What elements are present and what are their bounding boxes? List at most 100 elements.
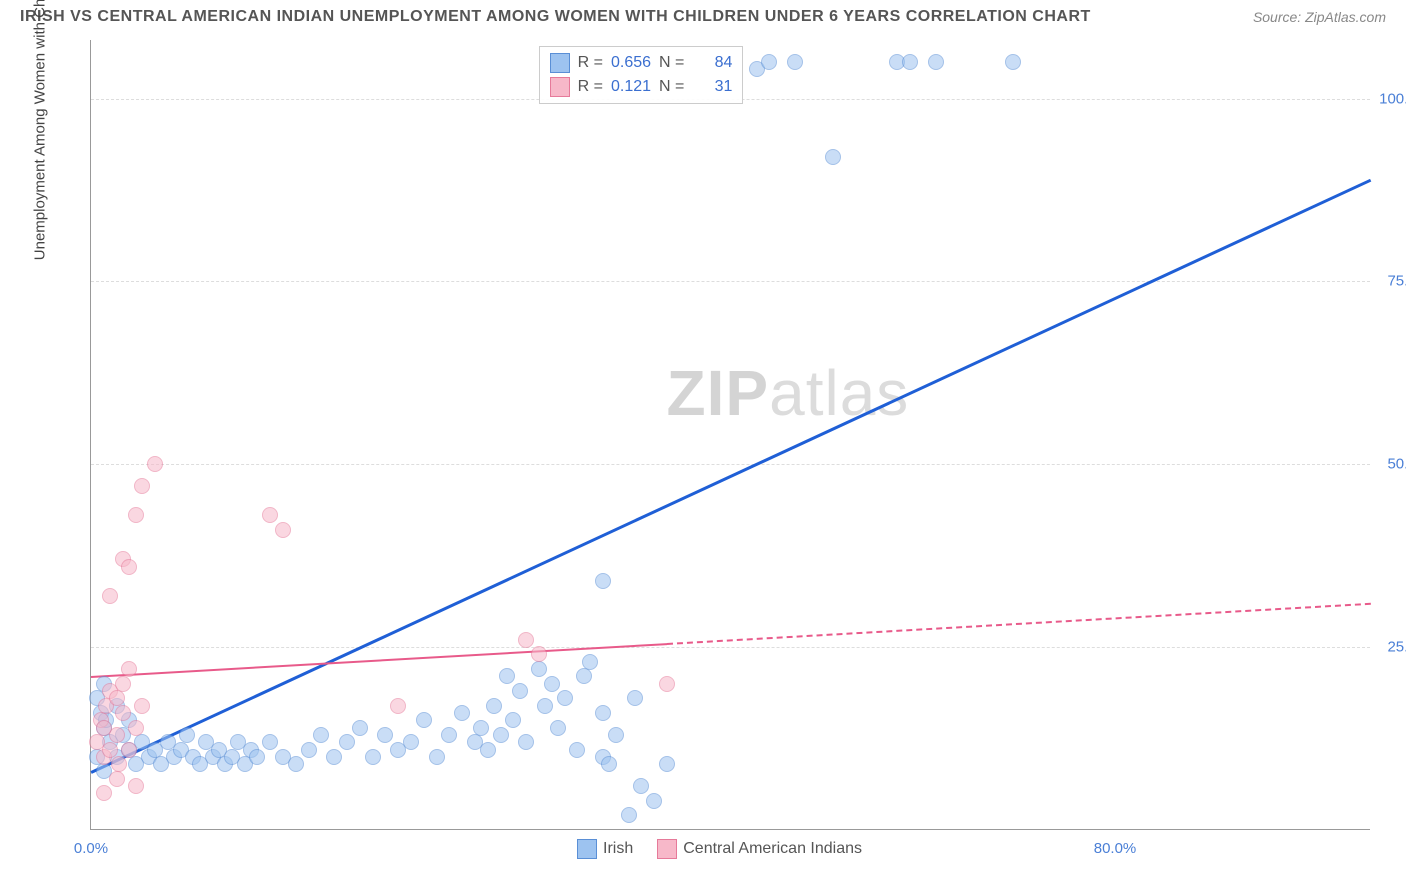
scatter-point — [595, 705, 611, 721]
scatter-point — [621, 807, 637, 823]
scatter-point — [96, 785, 112, 801]
scatter-point — [102, 742, 118, 758]
scatter-point — [531, 661, 547, 677]
scatter-point — [109, 690, 125, 706]
scatter-point — [128, 507, 144, 523]
scatter-point — [512, 683, 528, 699]
scatter-point — [109, 727, 125, 743]
watermark: ZIPatlas — [667, 356, 910, 430]
scatter-point — [825, 149, 841, 165]
legend-item: Central American Indians — [657, 839, 862, 859]
trend-line — [90, 179, 1371, 774]
scatter-point — [134, 698, 150, 714]
y-tick-label: 75.0% — [1375, 273, 1406, 290]
scatter-point — [486, 698, 502, 714]
scatter-point — [147, 456, 163, 472]
scatter-point — [928, 54, 944, 70]
legend-item: Irish — [577, 839, 633, 859]
scatter-point — [787, 54, 803, 70]
scatter-point — [557, 690, 573, 706]
chart-title: IRISH VS CENTRAL AMERICAN INDIAN UNEMPLO… — [20, 8, 1091, 26]
watermark-bold: ZIP — [667, 357, 770, 429]
scatter-point — [352, 720, 368, 736]
scatter-point — [262, 507, 278, 523]
scatter-point — [576, 668, 592, 684]
scatter-point — [128, 720, 144, 736]
scatter-point — [121, 661, 137, 677]
y-tick-label: 100.0% — [1375, 90, 1406, 107]
scatter-point — [902, 54, 918, 70]
scatter-point — [115, 705, 131, 721]
scatter-point — [403, 734, 419, 750]
scatter-point — [550, 720, 566, 736]
scatter-point — [633, 778, 649, 794]
scatter-point — [518, 632, 534, 648]
scatter-point — [115, 676, 131, 692]
legend-swatch — [577, 839, 597, 859]
chart-header: IRISH VS CENTRAL AMERICAN INDIAN UNEMPLO… — [0, 0, 1406, 30]
scatter-point — [128, 778, 144, 794]
scatter-point — [608, 727, 624, 743]
x-tick-label: 80.0% — [1094, 840, 1137, 857]
y-tick-label: 25.0% — [1375, 639, 1406, 656]
scatter-point — [441, 727, 457, 743]
scatter-point — [275, 522, 291, 538]
scatter-point — [377, 727, 393, 743]
scatter-point — [480, 742, 496, 758]
scatter-point — [109, 771, 125, 787]
scatter-point — [179, 727, 195, 743]
stats-row: R =0.121N =31 — [550, 75, 733, 99]
scatter-point — [518, 734, 534, 750]
scatter-point — [1005, 54, 1021, 70]
scatter-point — [454, 705, 470, 721]
series-swatch — [550, 77, 570, 97]
gridline — [91, 647, 1370, 648]
scatter-point — [544, 676, 560, 692]
trend-line — [667, 603, 1371, 645]
stat-n-label: N = — [659, 54, 684, 72]
scatter-point — [416, 712, 432, 728]
scatter-point — [531, 646, 547, 662]
scatter-point — [121, 559, 137, 575]
watermark-light: atlas — [769, 357, 909, 429]
scatter-point — [121, 742, 137, 758]
scatter-point — [601, 756, 617, 772]
scatter-point — [326, 749, 342, 765]
scatter-point — [493, 727, 509, 743]
scatter-point — [499, 668, 515, 684]
legend: Irish Central American Indians — [577, 839, 862, 859]
y-axis-title: Unemployment Among Women with Children U… — [32, 0, 49, 260]
gridline — [91, 281, 1370, 282]
scatter-point — [429, 749, 445, 765]
scatter-point — [595, 573, 611, 589]
stats-row: R = 0.656 N = 84 — [550, 51, 733, 75]
legend-label: Central American Indians — [683, 840, 862, 858]
stat-n-value: 84 — [692, 54, 732, 72]
scatter-point — [390, 698, 406, 714]
scatter-point — [659, 756, 675, 772]
scatter-point — [627, 690, 643, 706]
stats-box: R =0.656N =84R =0.121N =31 — [539, 46, 744, 104]
scatter-point — [537, 698, 553, 714]
scatter-point — [313, 727, 329, 743]
stat-n-value: 31 — [692, 78, 732, 96]
scatter-point — [646, 793, 662, 809]
gridline — [91, 464, 1370, 465]
chart-source: Source: ZipAtlas.com — [1253, 9, 1386, 25]
legend-label: Irish — [603, 840, 633, 858]
stat-r-label: R = — [578, 54, 603, 72]
scatter-point — [288, 756, 304, 772]
scatter-point — [473, 720, 489, 736]
stat-r-value: 0.656 — [611, 54, 651, 72]
stat-n-label: N = — [659, 78, 684, 96]
scatter-point — [505, 712, 521, 728]
scatter-point — [262, 734, 278, 750]
scatter-point — [249, 749, 265, 765]
x-tick-label: 0.0% — [74, 840, 108, 857]
scatter-point — [134, 478, 150, 494]
scatter-point — [659, 676, 675, 692]
chart-container: Unemployment Among Women with Children U… — [60, 40, 1380, 860]
stat-r-label: R = — [578, 78, 603, 96]
scatter-point — [102, 588, 118, 604]
y-tick-label: 50.0% — [1375, 456, 1406, 473]
